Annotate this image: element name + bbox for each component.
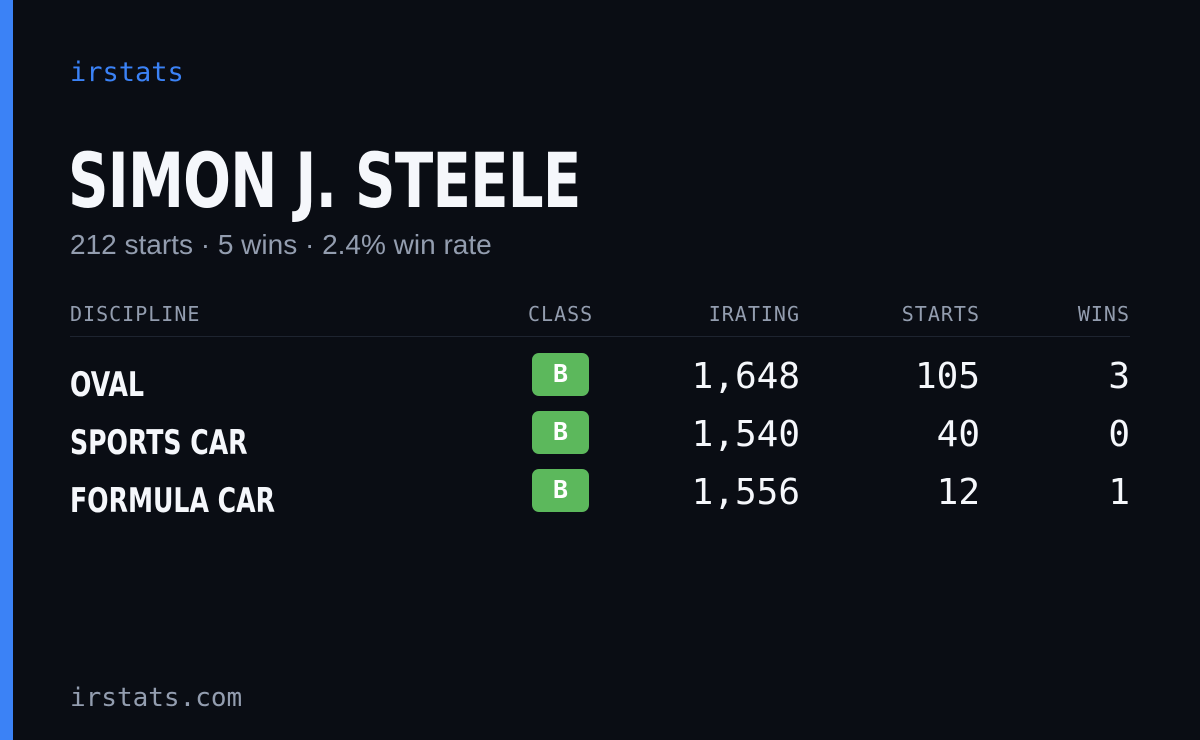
starts-value: 105 [914,356,980,397]
table-row-sports-car: SPORTS CAR B 1,540 40 0 [70,411,1130,469]
driver-summary: 212 starts · 5 wins · 2.4% win rate [70,229,492,260]
header-starts: STARTS [901,302,980,326]
table-row-formula-car: FORMULA CAR B 1,556 12 1 [70,469,1130,527]
wins-value: 3 [1108,356,1130,397]
header-class: CLASS [528,302,594,326]
discipline-name: OVAL [70,365,144,405]
irating-value: 1,556 [691,472,800,513]
brand-logo: irstats [70,57,184,88]
table-body: OVAL B 1,648 105 3 SPORTS CAR B 1,540 40… [70,337,1130,527]
header-discipline: DISCIPLINE [70,302,201,326]
class-badge: B [532,353,589,396]
footer-url: irstats.com [70,683,243,713]
irating-value: 1,648 [691,356,800,397]
wins-value: 1 [1108,472,1130,513]
class-badge: B [532,469,589,512]
discipline-name: SPORTS CAR [70,423,248,463]
table-header: DISCIPLINE CLASS IRATING STARTS WINS [70,298,1130,337]
class-badge: B [532,411,589,454]
starts-value: 12 [936,472,980,513]
wins-value: 0 [1108,414,1130,455]
table-row-oval: OVAL B 1,648 105 3 [70,353,1130,411]
stats-table: DISCIPLINE CLASS IRATING STARTS WINS OVA… [70,298,1130,527]
discipline-name: FORMULA CAR [70,481,275,521]
starts-value: 40 [936,414,980,455]
header-wins: WINS [1077,302,1130,326]
accent-bar [0,0,13,740]
irating-value: 1,540 [691,414,800,455]
header-irating: IRATING [708,302,800,326]
driver-name: SIMON J. STEELE [68,136,581,225]
